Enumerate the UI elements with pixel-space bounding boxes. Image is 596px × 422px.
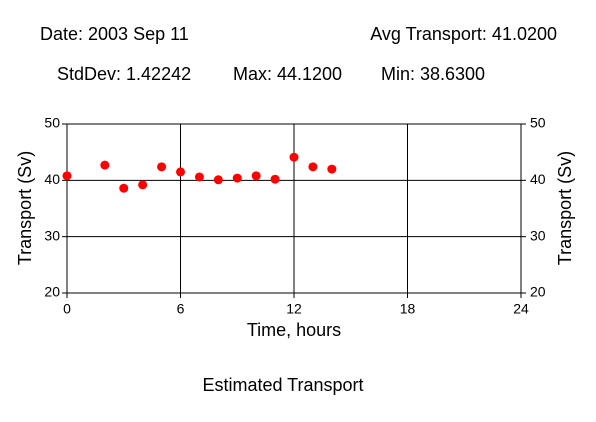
data-point — [327, 164, 337, 174]
x-tick-label: 24 — [513, 301, 529, 317]
data-point — [119, 183, 129, 193]
x-tick-label: 6 — [177, 301, 185, 317]
min-label: Min: 38.6300 — [381, 64, 485, 84]
data-point — [308, 162, 318, 172]
x-axis-label: Time, hours — [247, 320, 341, 340]
data-point — [194, 172, 204, 182]
y-axis-label: Transport (Sv) — [15, 151, 35, 265]
x-tick-label: 18 — [400, 301, 416, 317]
data-point — [100, 160, 110, 170]
data-point — [138, 180, 148, 190]
y-tick-label: 20 — [44, 284, 60, 300]
y2-axis-label: Transport (Sv) — [555, 151, 575, 265]
y2-tick-label: 20 — [530, 284, 546, 300]
y-tick-label: 30 — [44, 227, 60, 243]
x-tick-label: 0 — [63, 301, 71, 317]
data-point — [62, 171, 72, 181]
y-tick-label: 50 — [44, 115, 60, 131]
stddev-label: StdDev: 1.42242 — [57, 64, 191, 84]
data-point — [157, 162, 167, 172]
y-tick-label: 40 — [44, 171, 60, 187]
y2-tick-label: 30 — [530, 227, 546, 243]
data-point — [213, 175, 223, 185]
data-point — [270, 174, 280, 184]
data-point — [176, 167, 185, 177]
x-tick-label: 12 — [286, 301, 302, 317]
data-point — [232, 173, 242, 183]
y2-tick-label: 50 — [530, 115, 546, 131]
date-label: Date: 2003 Sep 11 — [40, 24, 189, 44]
y2-tick-label: 40 — [530, 171, 546, 187]
data-point — [251, 171, 261, 181]
data-point — [289, 152, 299, 162]
max-label: Max: 44.1200 — [233, 64, 342, 84]
chart-title: Estimated Transport — [202, 375, 363, 395]
avg-label: Avg Transport: 41.0200 — [370, 24, 557, 44]
